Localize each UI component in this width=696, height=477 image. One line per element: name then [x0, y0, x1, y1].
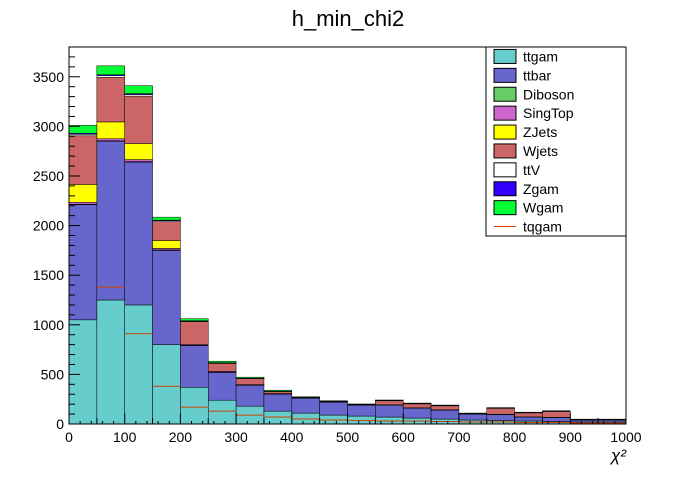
bar-ttbar-18 — [570, 420, 598, 422]
bar-ttbar-5 — [208, 372, 236, 400]
bar-wjets-13 — [431, 406, 459, 410]
bar-ttbar-4 — [180, 346, 208, 388]
legend-label-diboson: Diboson — [523, 86, 574, 102]
bar-ttbar-9 — [320, 402, 348, 415]
legend-label-wjets: Wjets — [523, 143, 558, 159]
bar-wjets-0 — [69, 136, 97, 185]
y-tick-label-3500: 3500 — [33, 69, 64, 85]
bar-ttbar-10 — [348, 405, 376, 416]
bar-ttbar-6 — [236, 385, 264, 406]
y-tick-label-500: 500 — [41, 366, 65, 382]
bar-wgam-1 — [97, 66, 125, 75]
bar-ttgam-0 — [69, 320, 97, 424]
bar-wjets-15 — [487, 408, 515, 414]
x-tick-label-700: 700 — [447, 429, 471, 445]
bar-singtop-2 — [125, 160, 153, 162]
legend-swatch-wgam — [494, 201, 516, 215]
y-tick-label-3000: 3000 — [33, 118, 64, 134]
x-tick-label-0: 0 — [65, 429, 73, 445]
bar-singtop-0 — [69, 202, 97, 204]
x-tick-label-900: 900 — [559, 429, 583, 445]
legend-swatch-ttgam — [494, 49, 516, 63]
x-tick-label-200: 200 — [169, 429, 193, 445]
legend-label-ttbar: ttbar — [523, 67, 551, 83]
x-tick-label-800: 800 — [503, 429, 527, 445]
bar-ttbar-8 — [292, 398, 320, 413]
bar-wjets-6 — [236, 379, 264, 385]
bar-ttbar-12 — [403, 408, 431, 418]
legend-swatch-diboson — [494, 87, 516, 101]
bar-wjets-4 — [180, 322, 208, 345]
bar-singtop-1 — [97, 139, 125, 141]
x-tick-label-500: 500 — [336, 429, 360, 445]
bar-wgam-3 — [153, 217, 181, 220]
bar-zjets-2 — [125, 144, 153, 160]
bar-wgam-5 — [208, 361, 236, 362]
legend-swatch-ttbar — [494, 68, 516, 82]
legend-swatch-ttv — [494, 163, 516, 177]
legend-label-wgam: Wgam — [523, 200, 563, 216]
chart-title: h_min_chi2 — [292, 6, 405, 31]
bar-wgam-2 — [125, 86, 153, 94]
x-tick-label-600: 600 — [392, 429, 416, 445]
bar-ttbar-11 — [375, 405, 403, 417]
bar-ttgam-3 — [153, 345, 181, 424]
bar-ttbar-3 — [153, 250, 181, 344]
legend-label-singtop: SingTop — [523, 105, 574, 121]
bar-ttbar-16 — [515, 417, 543, 421]
x-tick-label-300: 300 — [224, 429, 248, 445]
legend-swatch-zgam — [494, 182, 516, 196]
legend-label-zjets: ZJets — [523, 124, 557, 140]
bar-ttgam-2 — [125, 305, 153, 424]
bar-ttbar-0 — [69, 205, 97, 320]
legend-label-zgam: Zgam — [523, 181, 559, 197]
bar-wjets-7 — [264, 392, 292, 394]
bar-wjets-12 — [403, 404, 431, 408]
bar-wjets-16 — [515, 413, 543, 417]
bar-ttbar-2 — [125, 162, 153, 305]
bar-ttbar-15 — [487, 415, 515, 421]
legend-label-ttgam: ttgam — [523, 48, 558, 64]
bar-ttbar-13 — [431, 410, 459, 419]
x-tick-label-400: 400 — [280, 429, 304, 445]
x-axis-label: χ² — [609, 446, 627, 465]
bar-wjets-5 — [208, 363, 236, 371]
bar-ttbar-17 — [542, 418, 570, 422]
y-tick-label-2500: 2500 — [33, 168, 64, 184]
legend-label-tqgam: tqgam — [523, 219, 562, 235]
legend-swatch-singtop — [494, 106, 516, 120]
legend-label-ttv: ttV — [523, 162, 541, 178]
bar-ttgam-5 — [208, 400, 236, 424]
y-tick-label-1000: 1000 — [33, 317, 64, 333]
y-tick-label-1500: 1500 — [33, 267, 64, 283]
bar-zjets-3 — [153, 240, 181, 248]
bar-ttgam-1 — [97, 300, 125, 424]
bar-wgam-7 — [264, 390, 292, 391]
bar-ttbar-14 — [459, 414, 487, 420]
bar-ttbar-7 — [264, 394, 292, 411]
bar-zjets-1 — [97, 122, 125, 139]
bar-wjets-11 — [375, 401, 403, 405]
legend-swatch-wjets — [494, 144, 516, 158]
x-tick-label-1000: 1000 — [610, 429, 641, 445]
bar-ttbar-1 — [97, 141, 125, 300]
bar-wjets-2 — [125, 96, 153, 144]
legend-swatch-zjets — [494, 125, 516, 139]
y-tick-label-2000: 2000 — [33, 218, 64, 234]
bar-wgam-6 — [236, 377, 264, 378]
bar-wjets-17 — [542, 411, 570, 417]
bar-wjets-3 — [153, 222, 181, 241]
bar-wgam-4 — [180, 319, 208, 321]
bar-ttgam-4 — [180, 387, 208, 424]
bar-zjets-0 — [69, 184, 97, 202]
bar-wjets-1 — [97, 77, 125, 122]
x-tick-label-100: 100 — [113, 429, 137, 445]
legend: ttgam ttbar Diboson SingTop ZJets Wjets ttV Zga… — [486, 47, 626, 236]
bar-ttbar-19 — [598, 420, 626, 422]
y-tick-label-0: 0 — [56, 416, 64, 432]
